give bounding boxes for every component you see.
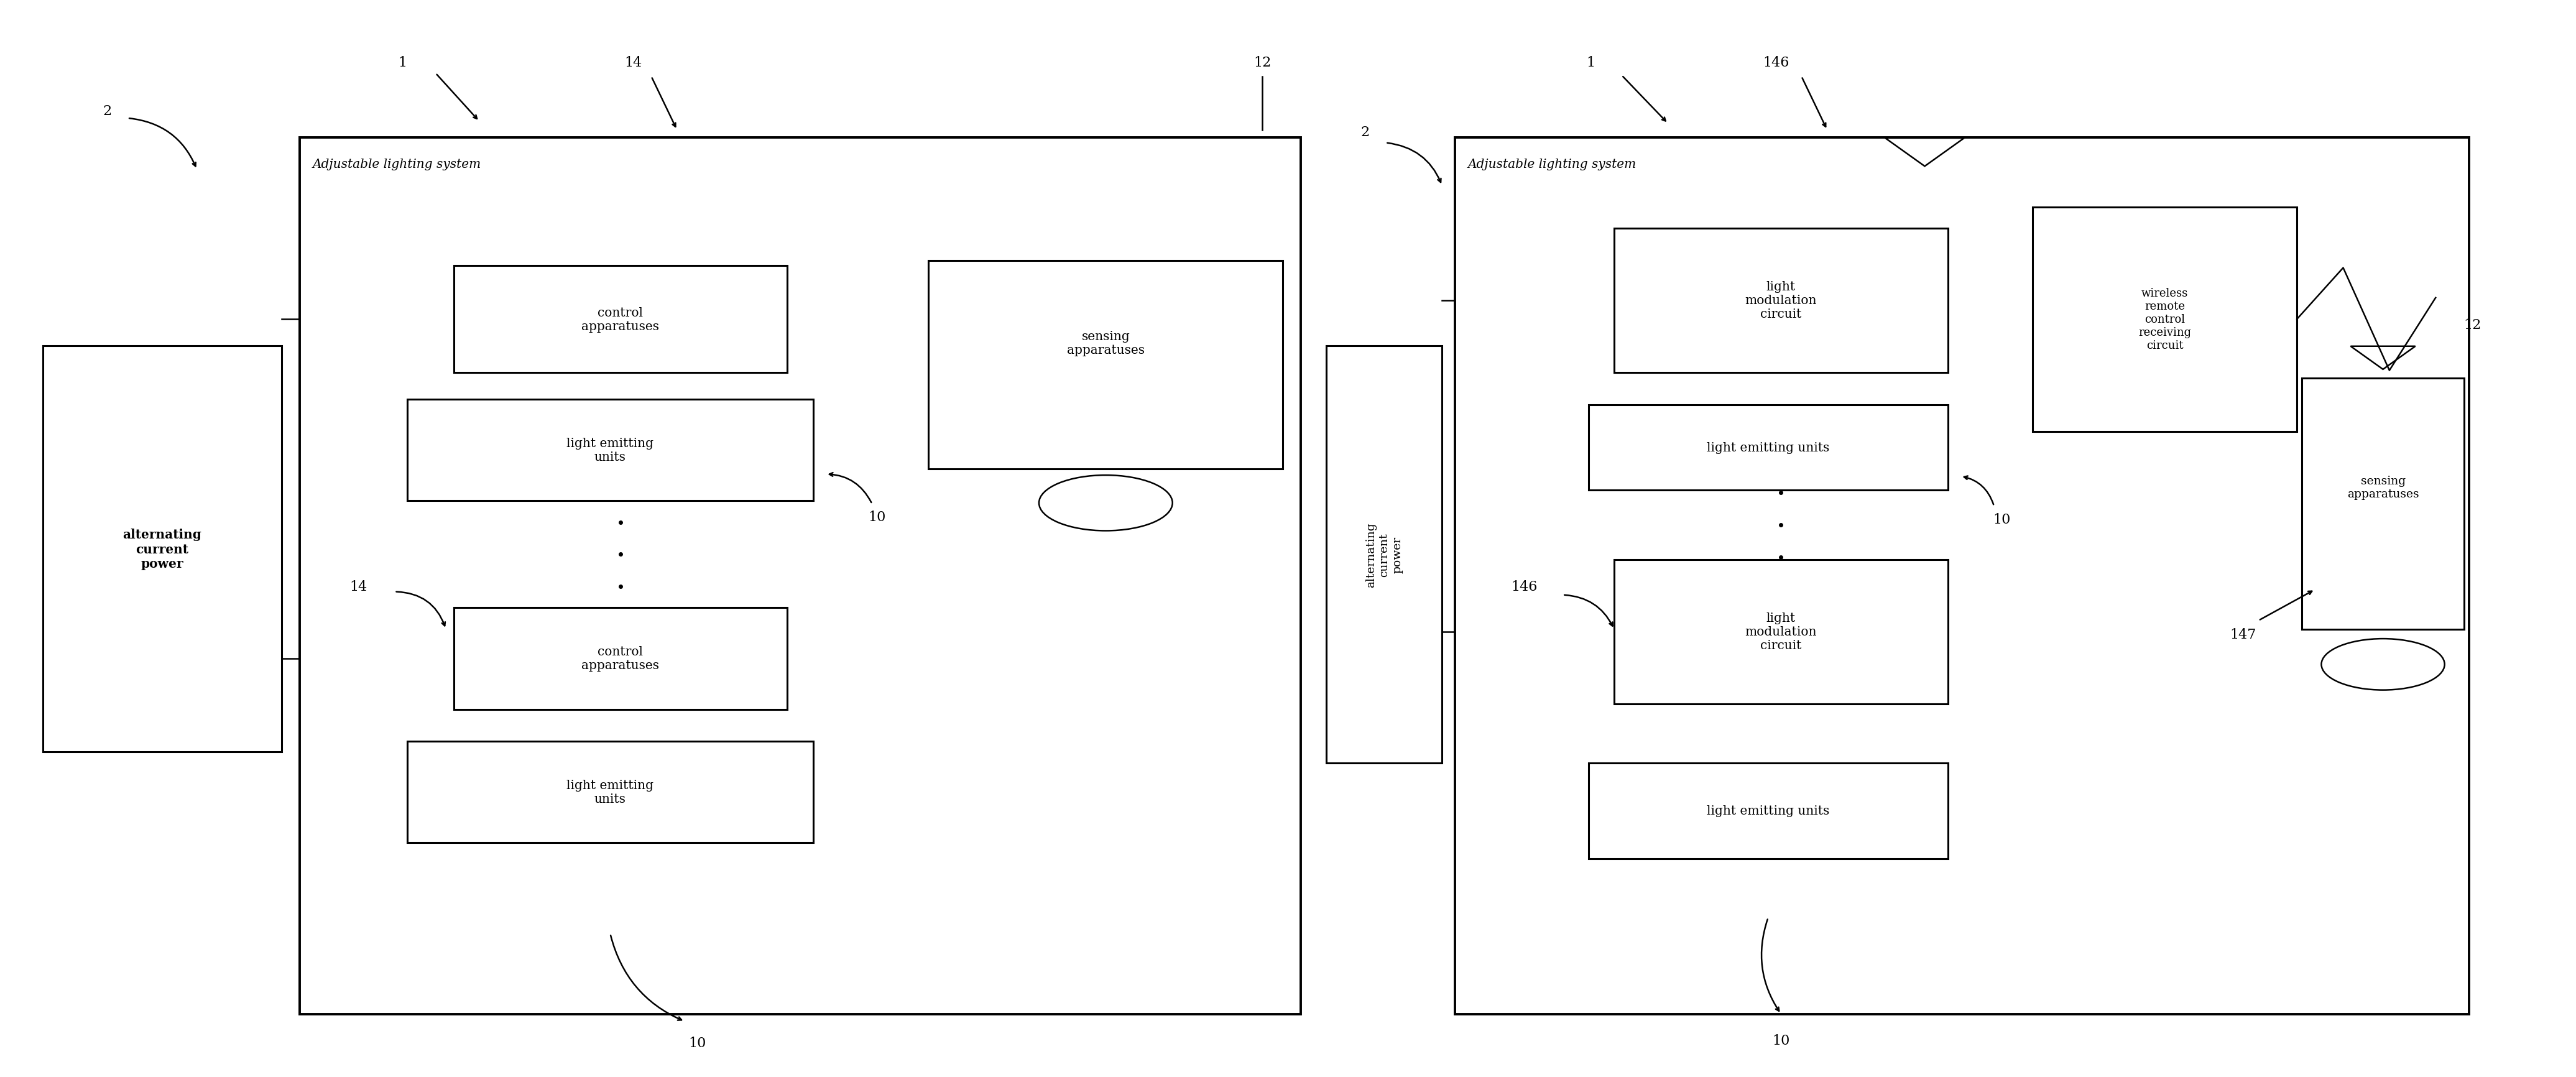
Text: sensing
apparatuses: sensing apparatuses [2347,476,2419,500]
Text: sensing
apparatuses: sensing apparatuses [1066,331,1144,356]
Text: 146: 146 [1762,56,1788,70]
Text: light emitting
units: light emitting units [567,437,654,463]
Text: 12: 12 [1255,56,1270,70]
Text: 146: 146 [1512,579,1538,593]
Text: Adjustable lighting system: Adjustable lighting system [1468,158,1636,170]
Text: 1: 1 [397,56,407,70]
Text: light
modulation
circuit: light modulation circuit [1744,281,1816,320]
Bar [1615,560,1947,704]
Bar [44,346,281,752]
Text: 10: 10 [688,1036,706,1050]
Bar [1615,228,1947,373]
Bar [2303,378,2463,629]
Bar [1455,138,2468,1013]
Text: 10: 10 [868,510,886,524]
Text: alternating
current
power: alternating current power [124,529,201,570]
Text: 14: 14 [350,579,368,593]
Bar [453,607,788,710]
Bar [299,138,1301,1013]
Text: 10: 10 [1994,513,2009,526]
Text: light emitting
units: light emitting units [567,780,654,805]
Text: Adjustable lighting system: Adjustable lighting system [312,158,482,170]
Text: light emitting units: light emitting units [1708,442,1829,453]
Text: alternating
current
power: alternating current power [1365,522,1404,587]
Text: 2: 2 [103,104,111,118]
Bar [2032,207,2298,432]
Bar [453,266,788,373]
Text: control
apparatuses: control apparatuses [582,646,659,671]
Bar [1589,405,1947,490]
Bar [407,741,814,843]
Text: control
apparatuses: control apparatuses [582,307,659,332]
Bar [1589,763,1947,859]
Bar [407,400,814,501]
Text: 10: 10 [1772,1034,1790,1048]
Text: 1: 1 [1587,56,1595,70]
Text: 12: 12 [2463,318,2481,332]
Text: 2: 2 [1360,126,1370,139]
Text: light
modulation
circuit: light modulation circuit [1744,613,1816,652]
Text: light emitting units: light emitting units [1708,805,1829,816]
Text: 14: 14 [623,56,641,70]
Bar [927,261,1283,470]
Bar [1327,346,1443,763]
Text: 147: 147 [2231,628,2257,642]
Text: wireless
remote
control
receiving
circuit: wireless remote control receiving circui… [2138,288,2192,351]
